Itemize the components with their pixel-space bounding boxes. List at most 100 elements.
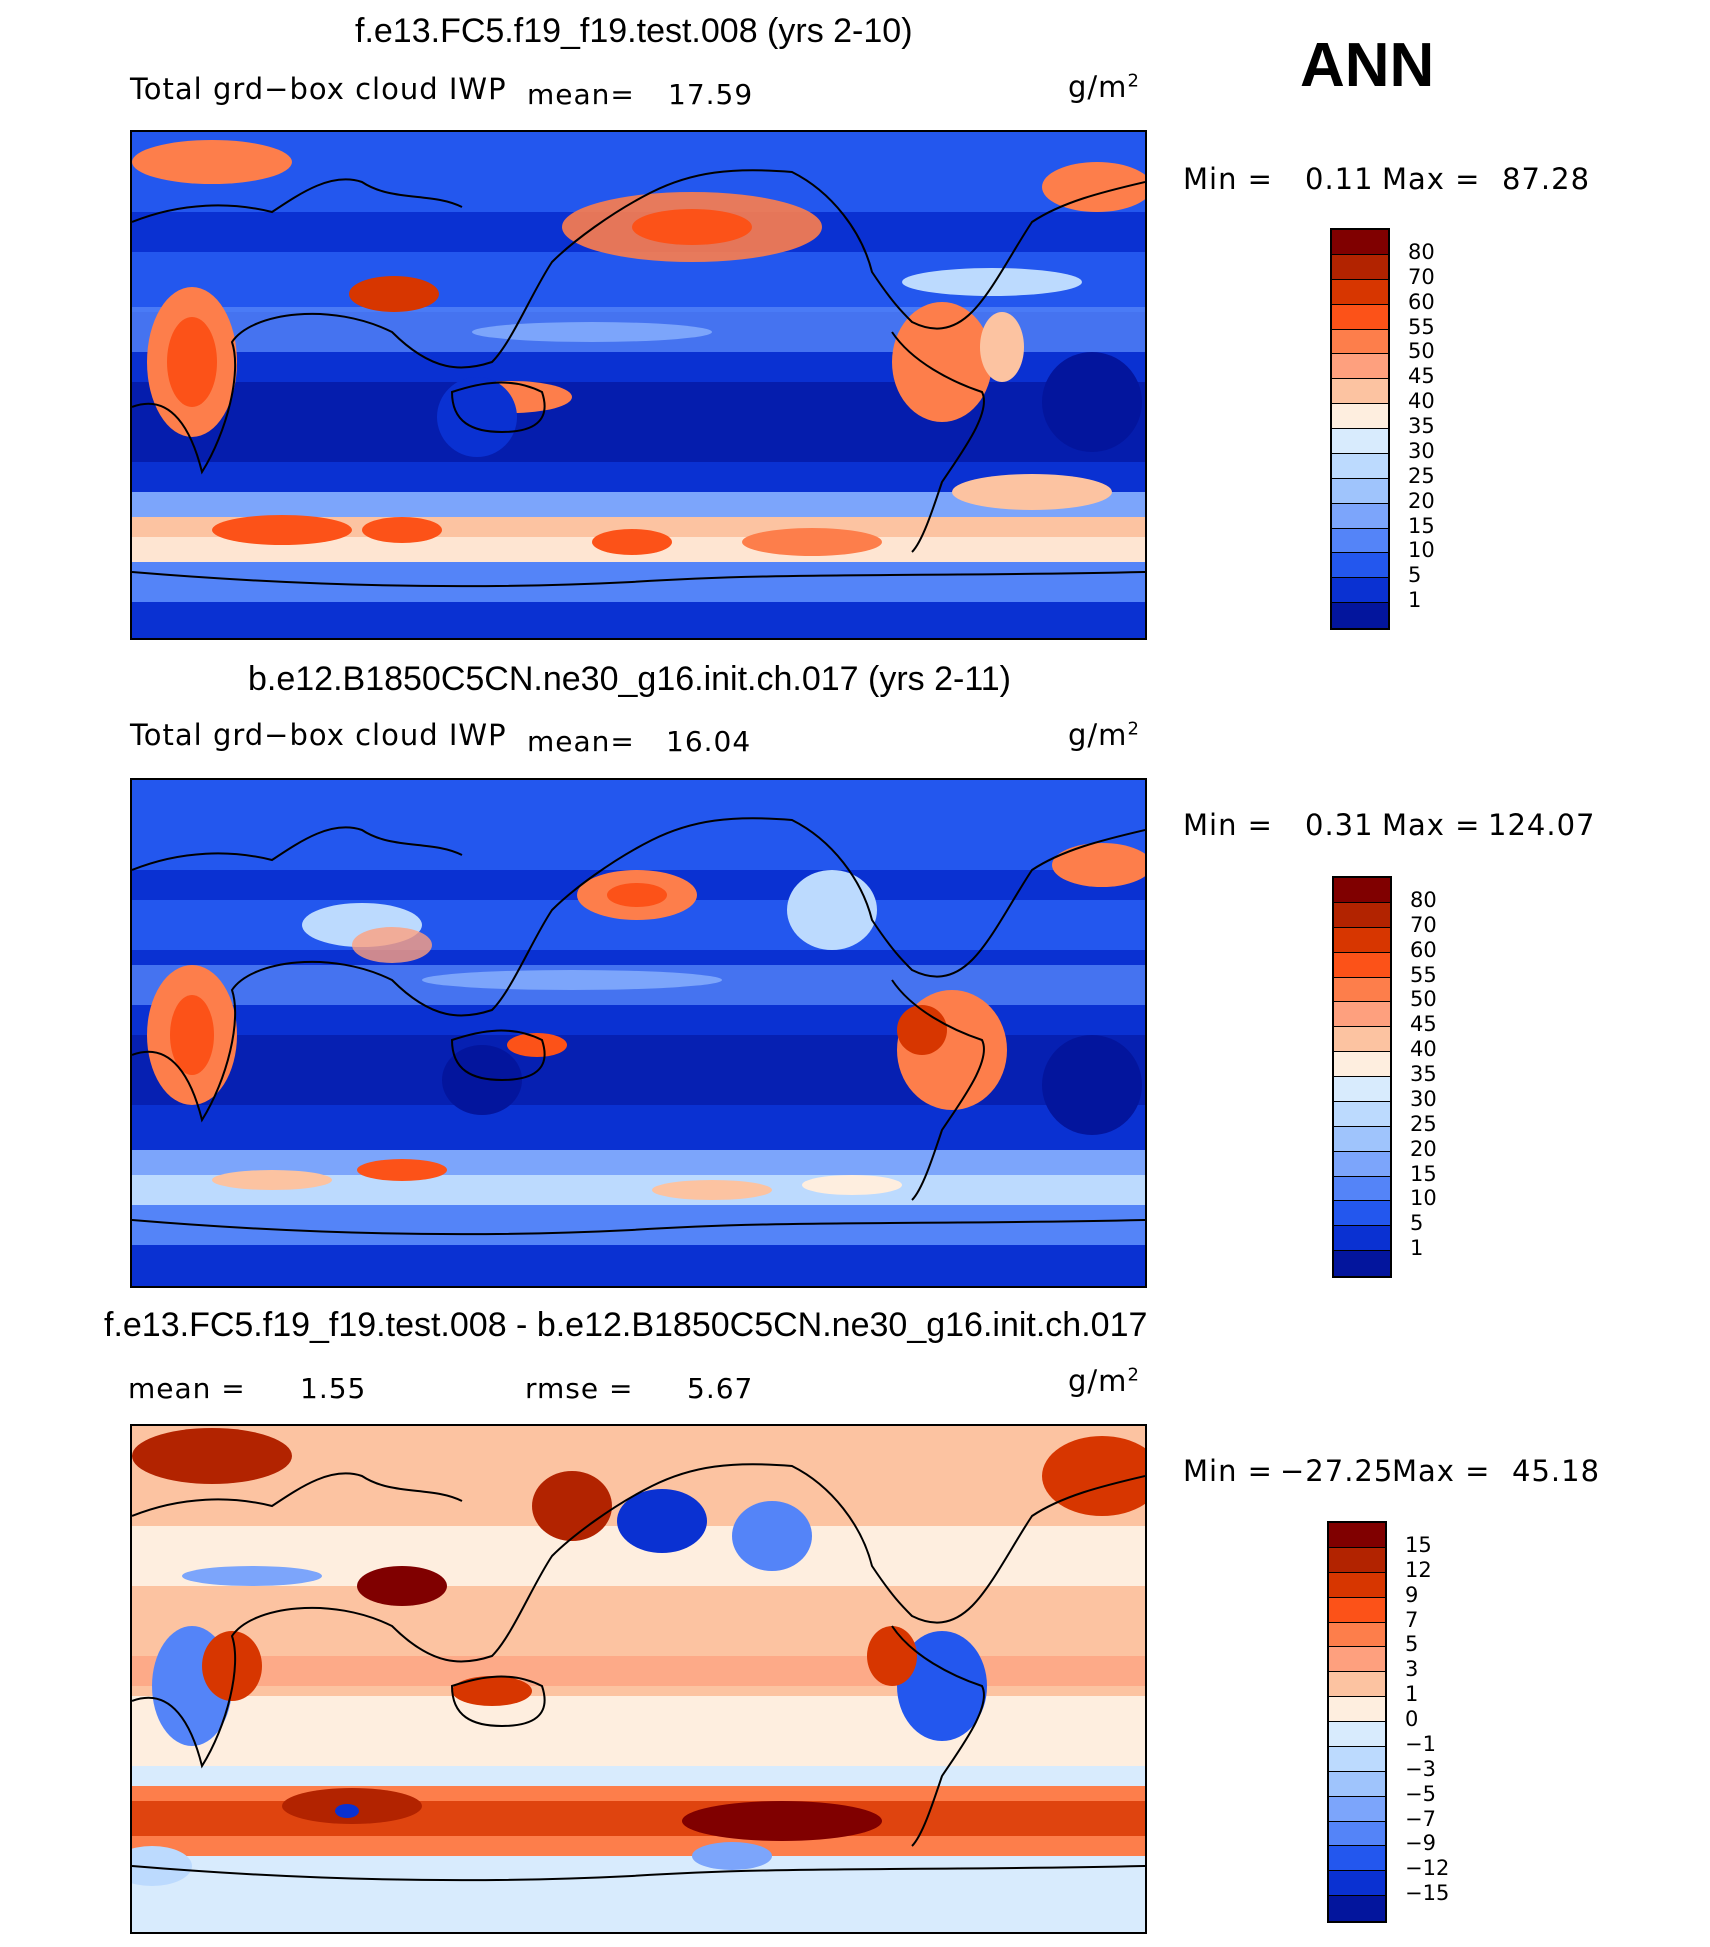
colorbar-tick-label: 55 (1410, 962, 1437, 987)
colorbar-band (1332, 279, 1388, 305)
colorbar-tick-label: 5 (1410, 1211, 1424, 1236)
colorbar-tick-label: 3 (1405, 1657, 1419, 1682)
colorbar-band (1329, 1796, 1385, 1822)
colorbar-tick-label: 80 (1410, 887, 1437, 912)
colorbar-band (1329, 1821, 1385, 1847)
panel-1-mean-value: 17.59 (668, 78, 754, 111)
colorbar-band (1334, 1176, 1390, 1202)
colorbar-tick-label: 35 (1410, 1062, 1437, 1086)
colorbar-tick-label: −7 (1405, 1806, 1436, 1831)
colorbar-band (1334, 1201, 1390, 1227)
panel-1-colorbar (1330, 228, 1390, 630)
colorbar-band (1334, 1251, 1390, 1276)
colorbar-tick-label: 20 (1410, 1136, 1437, 1161)
colorbar-tick-label: 1 (1410, 1236, 1424, 1261)
colorbar-tick-label: 0 (1405, 1707, 1419, 1731)
panel-3-rmse-value: 5.67 (687, 1372, 754, 1405)
colorbar-tick-label: 40 (1408, 389, 1435, 414)
colorbar-band (1329, 1722, 1385, 1747)
colorbar-tick-label: 60 (1410, 937, 1437, 962)
colorbar-band (1329, 1697, 1385, 1722)
panel-1-min-value: 0.11 (1305, 162, 1374, 196)
panel-2-units: g/m2 (1068, 718, 1140, 752)
colorbar-band (1332, 528, 1388, 554)
panel-1-variable-label: Total grd−box cloud IWP (130, 72, 507, 106)
colorbar-tick-label: 45 (1408, 364, 1435, 389)
panel-1-units: g/m2 (1068, 70, 1140, 104)
colorbar-tick-label: 70 (1410, 912, 1437, 937)
panel-1-mean-label: mean= (527, 78, 635, 111)
colorbar-band (1329, 1746, 1385, 1772)
colorbar-tick-label: 10 (1408, 538, 1435, 563)
panel-2-title: b.e12.B1850C5CN.ne30_g16.init.ch.017 (yr… (248, 660, 1011, 698)
colorbar-tick-label: −9 (1405, 1831, 1436, 1856)
colorbar-band (1329, 1547, 1385, 1573)
colorbar-band (1334, 1077, 1390, 1102)
colorbar-tick-label: 55 (1408, 314, 1435, 339)
colorbar-tick-label: 40 (1410, 1037, 1437, 1062)
colorbar-band (1329, 1572, 1385, 1598)
colorbar-band (1334, 1101, 1390, 1127)
colorbar-band (1332, 379, 1388, 405)
panel-2-max-label: Max = (1382, 808, 1481, 842)
colorbar-band (1334, 1027, 1390, 1053)
colorbar-band (1329, 1622, 1385, 1648)
panel-2-variable-label: Total grd−box cloud IWP (130, 718, 507, 752)
colorbar-band (1332, 553, 1388, 579)
colorbar-tick-label: 12 (1405, 1557, 1432, 1582)
colorbar-band (1332, 254, 1388, 280)
colorbar-band (1332, 230, 1388, 255)
colorbar-band (1332, 429, 1388, 454)
colorbar-tick-label: 10 (1410, 1186, 1437, 1211)
colorbar-tick-label: 80 (1408, 239, 1435, 264)
colorbar-band (1332, 329, 1388, 355)
colorbar-band (1329, 1896, 1385, 1921)
colorbar-tick-label: −3 (1405, 1756, 1436, 1781)
colorbar-band (1334, 977, 1390, 1003)
panel-3-colorbar (1327, 1521, 1387, 1923)
colorbar-band (1334, 952, 1390, 978)
season-label: ANN (1300, 31, 1435, 100)
colorbar-band (1334, 878, 1390, 903)
colorbar-tick-label: 5 (1408, 563, 1422, 588)
panel-1-min-label: Min = (1183, 162, 1273, 196)
colorbar-tick-label: 5 (1405, 1632, 1419, 1657)
colorbar-tick-label: −15 (1405, 1881, 1450, 1906)
colorbar-band (1332, 404, 1388, 429)
colorbar-band (1334, 927, 1390, 953)
colorbar-band (1329, 1771, 1385, 1797)
colorbar-band (1332, 603, 1388, 628)
panel-1-max-value: 87.28 (1502, 162, 1591, 196)
colorbar-band (1329, 1647, 1385, 1673)
colorbar-band (1334, 1126, 1390, 1152)
colorbar-tick-label: −1 (1405, 1731, 1436, 1756)
colorbar-tick-label: 35 (1408, 414, 1435, 438)
panel-2-min-value: 0.31 (1305, 808, 1374, 842)
colorbar-band (1334, 1226, 1390, 1252)
panel-3-mean-label: mean = (128, 1372, 246, 1405)
colorbar-tick-label: −5 (1405, 1781, 1436, 1806)
colorbar-band (1332, 304, 1388, 330)
colorbar-tick-label: 20 (1408, 488, 1435, 513)
colorbar-tick-label: 9 (1405, 1582, 1419, 1607)
colorbar-band (1332, 478, 1388, 504)
colorbar-tick-label: 50 (1410, 987, 1437, 1012)
colorbar-band (1334, 902, 1390, 928)
panel-3-map (130, 1424, 1147, 1934)
colorbar-tick-label: 7 (1405, 1607, 1419, 1632)
colorbar-tick-label: 25 (1410, 1111, 1437, 1136)
colorbar-tick-label: 25 (1408, 463, 1435, 488)
panel-2-mean-value: 16.04 (666, 725, 752, 758)
panel-3-mean-value: 1.55 (300, 1372, 367, 1405)
colorbar-band (1329, 1672, 1385, 1698)
colorbar-band (1334, 1002, 1390, 1028)
colorbar-tick-label: 70 (1408, 264, 1435, 289)
colorbar-tick-label: −12 (1405, 1856, 1450, 1881)
panel-3-rmse-label: rmse = (525, 1372, 634, 1405)
panel-2-map (130, 778, 1147, 1288)
colorbar-band (1332, 453, 1388, 479)
colorbar-band (1334, 1052, 1390, 1077)
colorbar-band (1332, 503, 1388, 529)
colorbar-tick-label: 15 (1405, 1532, 1432, 1557)
colorbar-band (1329, 1871, 1385, 1897)
